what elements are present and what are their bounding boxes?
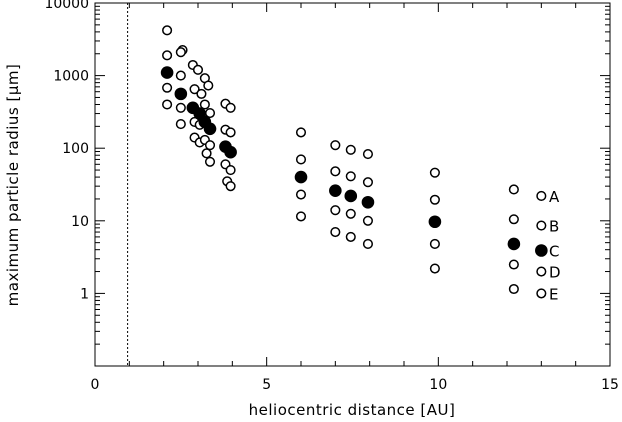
open-data-point: [345, 208, 356, 219]
open-data-point: [295, 127, 307, 138]
x-axis-ticks: 0 5 10 15: [91, 3, 619, 393]
filled-data-point: [361, 195, 375, 209]
open-data-point: [203, 80, 214, 91]
open-data-point: [536, 190, 547, 201]
open-data-point: [162, 82, 173, 93]
open-data-point: [204, 140, 216, 151]
y-axis-ticks: 1 10 100 1000 10000: [44, 0, 610, 345]
open-data-point: [175, 47, 186, 58]
open-data-point: [362, 177, 374, 188]
series-label-b: B: [549, 218, 559, 236]
filled-data-point: [160, 66, 174, 79]
open-data-point: [295, 154, 307, 165]
y-axis-label: maximum particle radius [μm]: [4, 64, 22, 307]
y-tick-label: 10000: [44, 0, 89, 12]
filled-data-point: [203, 122, 217, 136]
filled-data-point: [224, 145, 237, 159]
open-data-point: [345, 231, 356, 242]
x-tick-label: 10: [429, 377, 447, 393]
series-label-d: D: [549, 264, 561, 282]
open-data-point: [330, 166, 341, 177]
open-data-point: [204, 156, 216, 167]
open-data-point: [201, 148, 212, 159]
open-data-point: [429, 263, 440, 274]
open-data-point: [225, 165, 236, 176]
filled-data-point: [329, 184, 342, 197]
open-data-point: [175, 102, 186, 113]
open-data-point: [429, 194, 440, 205]
open-data-point: [362, 149, 374, 160]
series-label-e: E: [549, 285, 558, 303]
x-axis-label: heliocentric distance [AU]: [249, 401, 456, 419]
x-tick-label: 5: [262, 377, 271, 393]
open-data-point: [508, 283, 519, 295]
open-data-point: [175, 119, 186, 130]
y-tick-label: 100: [62, 141, 89, 157]
x-tick-label: 0: [91, 377, 100, 393]
open-data-point: [295, 211, 307, 222]
open-data-point: [362, 238, 374, 249]
open-data-point: [330, 140, 341, 151]
open-data-point: [162, 99, 173, 110]
series-label-a: A: [549, 188, 560, 206]
y-tick-label: 1000: [53, 69, 89, 85]
open-data-point: [192, 64, 204, 75]
open-data-point: [330, 226, 341, 238]
open-data-point: [536, 220, 547, 231]
x-tick-label: 15: [601, 377, 619, 393]
open-data-point: [508, 259, 519, 270]
open-data-point: [345, 171, 356, 182]
open-data-point: [508, 214, 519, 225]
open-data-point: [295, 189, 307, 200]
open-data-point: [330, 205, 341, 216]
y-tick-label: 1: [80, 286, 89, 302]
open-data-point: [225, 102, 236, 113]
open-data-point: [225, 181, 236, 192]
series-label-c: C: [549, 242, 559, 260]
open-data-point: [429, 167, 440, 178]
open-data-point: [508, 184, 519, 195]
data-points: [160, 25, 548, 299]
open-data-point: [162, 25, 173, 36]
open-data-point: [429, 238, 440, 249]
filled-data-point: [174, 87, 188, 101]
open-data-point: [345, 144, 356, 155]
open-data-point: [536, 288, 547, 299]
open-data-point: [225, 127, 236, 138]
open-data-point: [189, 84, 200, 95]
filled-data-point: [428, 215, 442, 229]
open-data-point: [162, 50, 173, 61]
y-tick-label: 10: [71, 214, 89, 230]
filled-data-point: [344, 189, 358, 203]
open-data-point: [536, 266, 547, 277]
filled-data-point: [294, 170, 308, 184]
plot-frame: [94, 2, 611, 367]
open-data-point: [175, 70, 186, 81]
open-data-point: [196, 88, 207, 99]
filled-data-point: [507, 237, 521, 251]
open-data-point: [199, 99, 210, 110]
open-data-point: [362, 215, 374, 226]
filled-data-point: [535, 244, 548, 257]
